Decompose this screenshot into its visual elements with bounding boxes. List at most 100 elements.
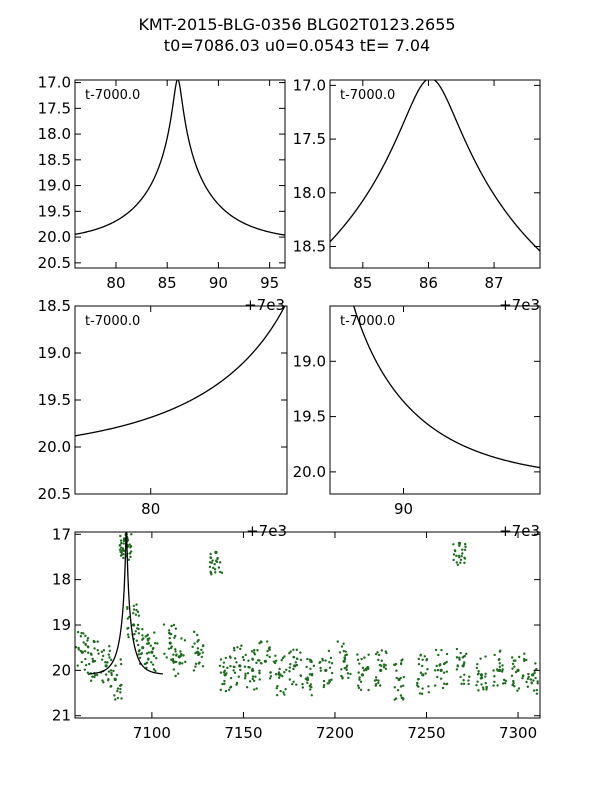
data-point [213, 563, 216, 566]
data-point [220, 571, 224, 574]
data-point [114, 698, 117, 701]
y-tick-label: 18.0 [38, 125, 71, 143]
data-point [289, 650, 292, 653]
data-point [479, 673, 484, 677]
data-point [127, 626, 130, 630]
data-point [384, 667, 388, 670]
data-point [309, 683, 313, 686]
data-point [436, 668, 440, 672]
y-tick-label: 20.5 [38, 254, 71, 272]
data-point [97, 652, 100, 655]
data-point [356, 658, 360, 662]
data-point [251, 675, 255, 678]
data-point [83, 668, 87, 671]
data-point [116, 696, 120, 700]
data-point [382, 663, 386, 666]
data-point [359, 680, 363, 683]
data-point [535, 688, 539, 692]
data-point [402, 675, 406, 679]
data-point [107, 678, 110, 681]
data-point [456, 664, 459, 667]
data-point [141, 638, 144, 641]
data-point [462, 662, 466, 666]
data-point [110, 671, 113, 675]
y-tick-label: 19.0 [38, 344, 71, 362]
data-point [341, 677, 344, 680]
data-point [310, 694, 313, 697]
data-point [263, 659, 267, 663]
data-point [361, 666, 365, 670]
data-point [226, 666, 229, 670]
data-point [501, 664, 504, 667]
data-point [221, 682, 224, 686]
data-point [329, 656, 333, 660]
data-point [512, 659, 515, 662]
data-point [104, 661, 107, 664]
data-point [310, 674, 314, 677]
data-point [229, 686, 232, 689]
data-point [168, 641, 172, 645]
data-point [268, 677, 272, 680]
data-point [452, 543, 455, 546]
data-point [312, 664, 316, 668]
data-point [137, 614, 141, 617]
y-tick-label: 18.5 [38, 151, 71, 169]
data-point [104, 664, 108, 668]
data-point [367, 653, 370, 656]
data-point [496, 684, 499, 687]
data-point [229, 676, 233, 680]
data-point [362, 669, 366, 672]
data-point [440, 648, 443, 652]
data-point [139, 652, 143, 656]
data-point [500, 670, 504, 673]
data-point [120, 683, 123, 687]
data-point [342, 659, 346, 663]
y-tick-label: 17.0 [38, 74, 71, 92]
data-point [119, 550, 122, 554]
data-point [152, 646, 155, 650]
data-point [107, 670, 111, 673]
data-point [342, 649, 345, 653]
data-point [399, 662, 403, 665]
data-point [338, 651, 342, 654]
data-point [374, 652, 378, 656]
data-point [147, 657, 150, 660]
data-point [274, 673, 278, 676]
data-point [532, 679, 535, 682]
data-point [119, 687, 122, 691]
data-point [438, 664, 441, 667]
data-point [218, 664, 222, 667]
data-point [526, 685, 530, 688]
data-point [476, 680, 479, 683]
chart-title-line1: KMT-2015-BLG-0356 BLG02T0123.2655 [138, 15, 455, 34]
data-point [137, 632, 141, 635]
data-point [172, 668, 176, 671]
data-point [227, 688, 231, 692]
data-point [135, 608, 138, 612]
data-point [417, 657, 421, 661]
y-tick-label: 20.5 [38, 485, 71, 503]
data-point [235, 661, 238, 664]
data-point [356, 653, 359, 656]
data-point [193, 642, 196, 645]
data-point [169, 632, 173, 636]
data-point [209, 570, 212, 574]
data-point [420, 692, 424, 696]
data-point [232, 669, 235, 672]
data-point [134, 630, 137, 633]
y-tick-label: 19.0 [38, 177, 71, 195]
y-tick-label: 17 [52, 525, 71, 543]
data-point [328, 660, 331, 664]
data-point [192, 669, 196, 672]
data-point [349, 672, 352, 676]
data-point [301, 682, 304, 686]
data-point [423, 655, 426, 658]
data-point [255, 661, 258, 665]
data-point [289, 662, 292, 666]
model-curve [353, 306, 540, 469]
data-point [119, 534, 122, 538]
data-point [218, 561, 222, 564]
data-point [439, 668, 443, 672]
data-point [127, 558, 130, 561]
data-point [258, 669, 261, 672]
